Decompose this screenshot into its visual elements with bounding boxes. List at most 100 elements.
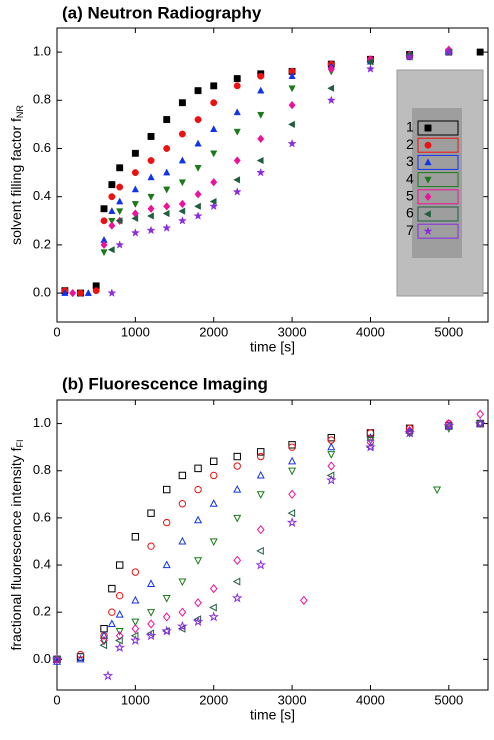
- plot-frame: [56, 399, 489, 691]
- point: [178, 130, 186, 138]
- point: [210, 471, 218, 480]
- point: [327, 84, 335, 92]
- y-tick-label: 0.2: [33, 604, 51, 619]
- point: [162, 594, 171, 603]
- point: [194, 139, 202, 147]
- point: [107, 246, 115, 254]
- point: [256, 156, 264, 165]
- point: [256, 491, 265, 499]
- point: [108, 181, 116, 189]
- legend-label: 7: [406, 222, 414, 238]
- point: [256, 167, 266, 177]
- point: [147, 609, 156, 617]
- point: [194, 116, 202, 124]
- legend-label: 5: [406, 188, 414, 204]
- legend-marker: [424, 192, 432, 202]
- point: [257, 452, 265, 461]
- point: [131, 533, 140, 541]
- point: [233, 555, 242, 565]
- point: [210, 457, 218, 466]
- point: [433, 486, 442, 495]
- point: [178, 536, 187, 545]
- x-tick-label: 0: [53, 324, 60, 339]
- point: [232, 187, 242, 196]
- point: [115, 636, 123, 645]
- point: [444, 47, 454, 56]
- point: [178, 199, 186, 209]
- point: [147, 193, 155, 201]
- point: [147, 173, 155, 181]
- point: [287, 138, 297, 148]
- point: [194, 515, 203, 524]
- point: [161, 625, 172, 636]
- legend-label: 1: [406, 119, 414, 135]
- legend-marker: [423, 210, 431, 218]
- point: [116, 164, 124, 172]
- x-tick-label: 2000: [199, 692, 228, 707]
- point: [108, 584, 116, 593]
- legend-marker: [424, 141, 432, 149]
- point: [233, 128, 241, 136]
- point: [51, 653, 63, 664]
- point: [145, 630, 157, 641]
- point: [131, 595, 140, 604]
- x-tick-label: 5000: [434, 324, 463, 339]
- y-tick-label: 0.6: [33, 509, 51, 524]
- y-tick-label: 0.0: [33, 285, 51, 300]
- x-tick-label: 1000: [121, 692, 150, 707]
- point: [99, 637, 109, 646]
- legend-marker: [423, 226, 433, 236]
- legend-marker: [424, 158, 432, 166]
- point: [210, 177, 218, 187]
- point: [131, 214, 139, 222]
- point: [116, 183, 124, 191]
- point: [257, 111, 265, 119]
- point: [108, 193, 116, 201]
- point: [131, 169, 139, 177]
- point: [233, 462, 241, 470]
- point: [476, 409, 485, 419]
- point: [163, 485, 171, 494]
- point: [208, 611, 219, 622]
- point: [445, 422, 453, 430]
- y-axis-label-text: fractional fluorescence intensity f: [8, 447, 24, 650]
- y-tick-label: 0.8: [33, 92, 51, 107]
- point: [257, 72, 265, 80]
- point: [256, 525, 265, 535]
- point: [131, 624, 140, 634]
- point: [366, 437, 375, 448]
- point: [92, 287, 100, 295]
- point: [100, 240, 108, 250]
- point: [366, 58, 374, 66]
- point: [194, 464, 202, 473]
- point: [288, 72, 296, 80]
- panel: (a) Neutron Radiography 0 1000 2000 3000 4000…: [8, 3, 489, 355]
- panel: (b) Fluorescence Imaging 0 1000 2000 3000 400…: [8, 374, 489, 723]
- point: [286, 517, 298, 528]
- point: [178, 99, 186, 107]
- point: [288, 443, 296, 451]
- point: [192, 616, 204, 627]
- point: [108, 217, 116, 225]
- point: [100, 205, 108, 213]
- point: [178, 156, 186, 164]
- point: [69, 288, 77, 298]
- point: [163, 186, 171, 194]
- point: [114, 642, 125, 653]
- legend-label: 4: [406, 170, 414, 186]
- point: [76, 653, 85, 661]
- point: [365, 64, 375, 73]
- point: [100, 249, 108, 257]
- point: [147, 204, 155, 213]
- legend-box: [417, 154, 459, 170]
- point: [108, 207, 116, 214]
- y-axis-label: fractional fluorescence intensity fFI: [8, 439, 26, 650]
- point: [115, 217, 123, 225]
- point: [177, 620, 188, 631]
- point: [288, 456, 297, 465]
- point: [327, 451, 336, 459]
- y-axis-label-text: solvent filling factor f: [8, 118, 24, 245]
- point: [115, 627, 124, 636]
- y-tick-label: 1.0: [33, 415, 51, 430]
